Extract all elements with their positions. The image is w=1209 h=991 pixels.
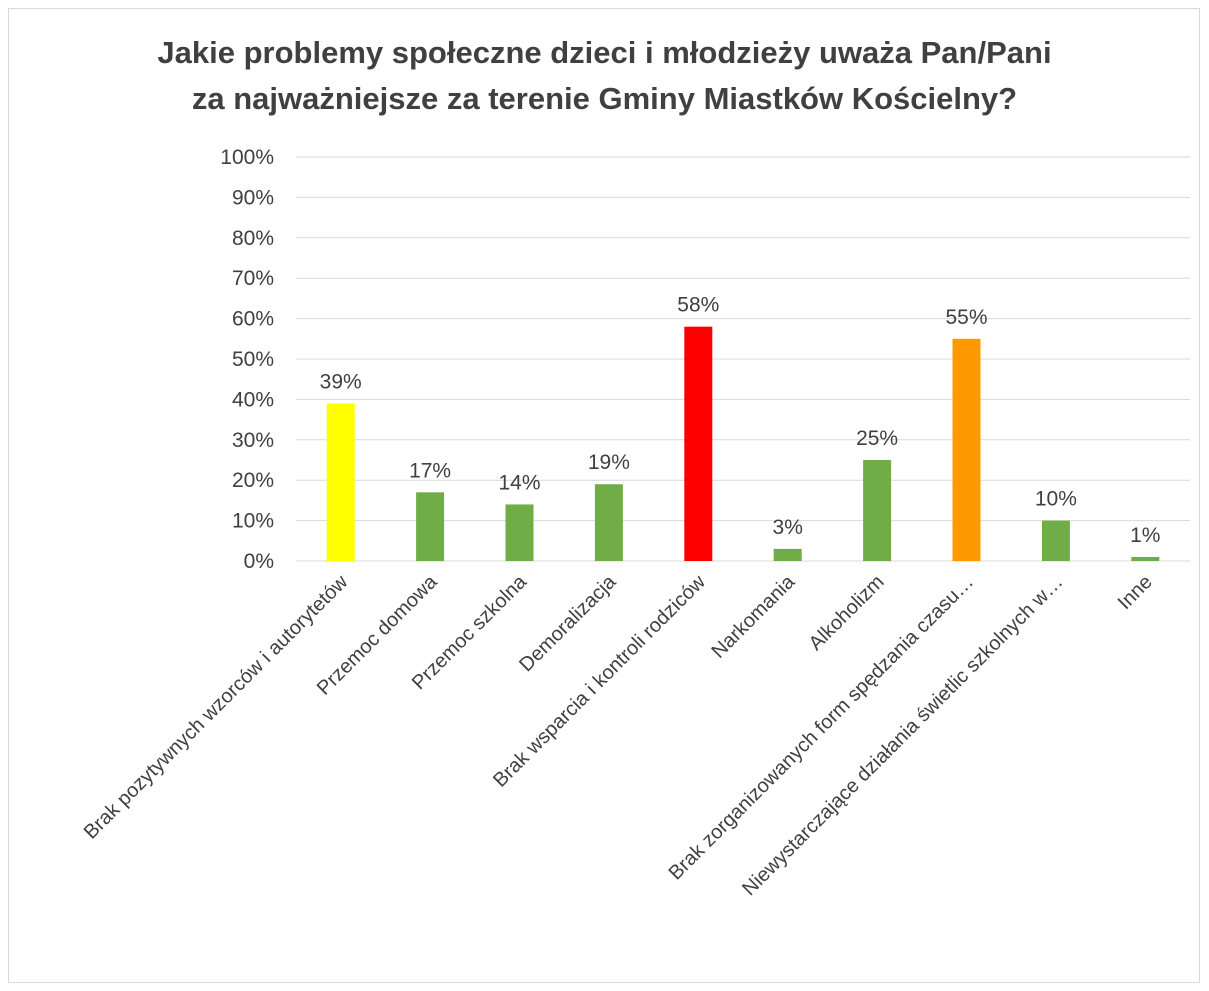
data-label: 17%	[409, 459, 451, 482]
data-label: 58%	[677, 294, 719, 317]
bar	[952, 338, 981, 561]
data-label: 25%	[856, 427, 898, 450]
chart-title-line-2: za najważniejsze za terenie Gminy Miastk…	[191, 81, 1018, 116]
x-tick-label: Niewystarczające działania świetlic szko…	[738, 571, 1067, 900]
bars	[326, 326, 1160, 561]
data-label: 3%	[773, 516, 803, 539]
y-tick-label: 70%	[232, 267, 274, 290]
gridlines	[296, 156, 1190, 562]
x-tick-label: Alkoholizm	[805, 571, 889, 655]
y-tick-label: 80%	[232, 227, 274, 250]
data-label: 1%	[1130, 524, 1160, 547]
chart-title: Jakie problemy społeczne dzieci i młodzi…	[0, 30, 1209, 122]
x-tick-label: Brak zorganizowanych form spędzania czas…	[665, 571, 978, 884]
x-tick-label: Brak pozytywnych wzorców i autorytetów	[80, 571, 353, 844]
data-label: 10%	[1035, 488, 1077, 511]
bar	[505, 504, 534, 561]
bar	[326, 403, 355, 561]
y-tick-label: 60%	[232, 308, 274, 331]
y-tick-label: 20%	[232, 469, 274, 492]
bar	[773, 548, 802, 561]
y-tick-label: 50%	[232, 348, 274, 371]
data-label: 39%	[320, 370, 362, 393]
x-tick-label: Narkomania	[707, 570, 799, 662]
y-tick-label: 100%	[220, 146, 274, 169]
y-tick-label: 40%	[232, 388, 274, 411]
y-tick-label: 10%	[232, 510, 274, 533]
y-axis-ticks: 0% 10% 20% 30% 40% 50% 60% 70% 80% 90% 100%	[220, 146, 274, 573]
data-label: 14%	[498, 471, 540, 494]
data-label: 19%	[588, 451, 630, 474]
bar	[863, 460, 892, 561]
bar	[416, 492, 445, 561]
bar	[594, 484, 623, 561]
y-tick-label: 0%	[244, 550, 274, 573]
y-tick-label: 90%	[232, 186, 274, 209]
bar	[1131, 556, 1160, 561]
x-axis-labels: Brak pozytywnych wzorców i autorytetówPr…	[80, 570, 1157, 900]
chart-title-line-1: Jakie problemy społeczne dzieci i młodzi…	[157, 35, 1052, 70]
bar	[684, 326, 713, 561]
y-tick-label: 30%	[232, 429, 274, 452]
data-labels: 39% 17% 14% 19% 58% 3% 25% 55% 10% 1%	[320, 294, 1161, 547]
x-tick-label: Inne	[1114, 571, 1157, 614]
bar	[1041, 520, 1070, 561]
data-label: 55%	[945, 306, 987, 329]
